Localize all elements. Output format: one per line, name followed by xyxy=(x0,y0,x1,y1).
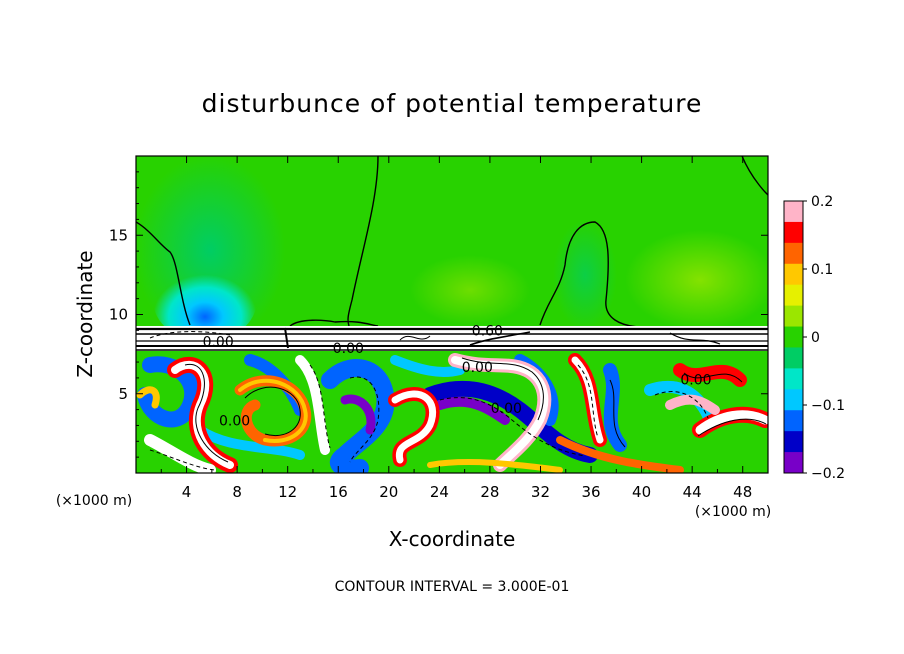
colorbar-swatch xyxy=(784,305,803,328)
contour-label: 0.00 xyxy=(462,360,493,376)
green-bump xyxy=(553,220,617,330)
colorbar-swatch xyxy=(784,389,803,411)
x-tick-label: 4 xyxy=(182,483,192,501)
contour-label: 0.00 xyxy=(219,414,250,430)
x-tick-label: 44 xyxy=(683,483,702,501)
x-tick-label: 20 xyxy=(379,483,398,501)
colorbar-tick-label: 0.1 xyxy=(811,262,833,278)
colorbar-swatch xyxy=(784,284,803,307)
colorbar-swatch xyxy=(784,263,803,286)
y-tick-label: 5 xyxy=(118,385,128,403)
x-tick-label: 16 xyxy=(329,483,348,501)
upper-contours xyxy=(136,156,768,328)
colorbar-swatch xyxy=(784,347,803,369)
x-tick-label: 24 xyxy=(430,483,449,501)
contour-label: 0.00 xyxy=(680,372,711,388)
x-tick-label: 32 xyxy=(531,483,550,501)
lower-contours xyxy=(149,357,767,471)
colorbar-swatch xyxy=(784,242,803,265)
x-axis-label: X-coordinate xyxy=(389,527,516,551)
x-tick-label: 8 xyxy=(232,483,242,501)
colorbar-tick-label: 0 xyxy=(811,330,820,346)
colorbar-swatch xyxy=(784,201,803,223)
turbulent-eddies xyxy=(136,353,768,473)
colorbar-swatch xyxy=(784,221,803,244)
colorbar: 0.2 0.1 0 −0.1 −0.2 xyxy=(783,194,845,482)
contour-label: 0.60 xyxy=(472,323,503,339)
colorbar-tick-label: 0.2 xyxy=(811,194,833,210)
y-tick-label: 10 xyxy=(109,306,128,324)
x-tick-label: 40 xyxy=(632,483,651,501)
colorbar-tick-label: −0.1 xyxy=(811,398,845,414)
chart-title: disturbunce of potential temperature xyxy=(202,89,703,118)
colorbar-swatch xyxy=(784,410,803,432)
x-unit-right: (×1000 m) xyxy=(695,504,771,520)
contour-label: 0.00 xyxy=(333,341,364,357)
y-axis: 5 10 15 xyxy=(109,171,768,458)
x-tick-label: 28 xyxy=(480,483,499,501)
colorbar-swatch xyxy=(784,452,803,474)
band-lines xyxy=(136,327,768,351)
colorbar-swatch xyxy=(784,368,803,390)
x-tick-label: 36 xyxy=(581,483,600,501)
x-tick-label: 12 xyxy=(278,483,297,501)
x-axis: 4 8 12 16 20 24 28 32 36 40 44 48 xyxy=(160,156,752,501)
contour-label: 0.00 xyxy=(203,334,234,350)
contour-label: 0.00 xyxy=(491,401,522,417)
x-unit-left: (×1000 m) xyxy=(56,493,132,509)
colorbar-swatch xyxy=(784,326,803,348)
yellow-green-haze xyxy=(625,230,768,330)
y-axis-label: Z-coordinate xyxy=(73,250,97,377)
contour-interval-note: CONTOUR INTERVAL = 3.000E-01 xyxy=(335,579,570,595)
x-tick-label: 48 xyxy=(733,483,752,501)
colorbar-tick-label: −0.2 xyxy=(811,466,845,482)
colorbar-swatch xyxy=(784,431,803,453)
contour-labels: 0.00 0.00 0.60 0.00 0.00 0.00 0.00 xyxy=(203,323,712,429)
plot-area: 0.00 0.00 0.60 0.00 0.00 0.00 0.00 xyxy=(136,156,768,473)
y-tick-label: 15 xyxy=(109,226,128,244)
